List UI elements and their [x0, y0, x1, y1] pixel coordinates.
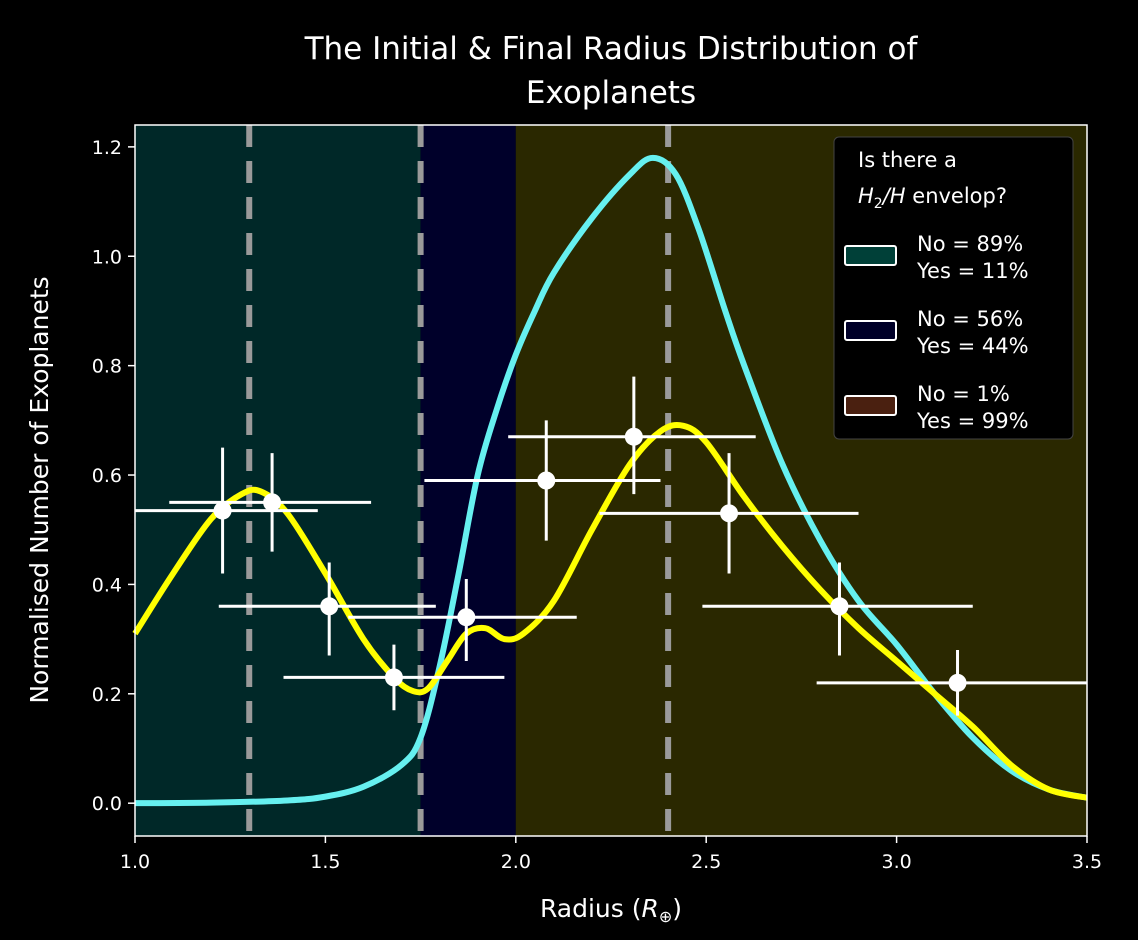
y-tick-label: 0.8 [92, 356, 122, 378]
y-tick-label: 1.0 [92, 246, 122, 268]
data-points [135, 376, 1087, 716]
point-marker [830, 597, 849, 616]
chart-title-line2: Exoplanets [526, 75, 696, 111]
y-tick-label: 1.2 [92, 137, 122, 159]
data-point [816, 650, 1087, 716]
data-point [348, 578, 577, 661]
x-tick-label: 2.5 [691, 851, 721, 873]
point-marker [720, 504, 739, 523]
point-marker [624, 427, 643, 446]
shaded-region-0 [135, 125, 421, 836]
y-tick-label: 0.0 [92, 793, 122, 815]
legend-title-line2: H2/H envelop? [858, 184, 1007, 212]
dashed-lines [246, 125, 672, 836]
legend-entry-line1: No = 1% [917, 382, 1010, 406]
plot-frame [134, 124, 1088, 837]
x-tick-label: 2.0 [501, 851, 531, 873]
data-point [424, 420, 661, 541]
y-axis: 0.0 0.2 0.4 0.6 0.8 1.0 1.2 [92, 137, 135, 815]
legend-entry-line1: No = 56% [917, 307, 1023, 331]
legend-swatch-1 [844, 320, 897, 341]
legend-title-line1: Is there a [858, 148, 957, 172]
legend-entry-line2: Yes = 11% [916, 259, 1029, 283]
legend-swatch-2 [844, 395, 897, 416]
x-tick-label: 3.0 [881, 851, 911, 873]
legend-entry-line2: Yes = 44% [916, 334, 1029, 358]
point-marker [457, 608, 476, 627]
point-marker [213, 501, 232, 520]
y-tick-label: 0.6 [92, 465, 122, 487]
legend-swatch-0 [844, 245, 897, 266]
data-point [702, 562, 973, 656]
point-marker [537, 471, 556, 490]
data-point [283, 644, 505, 711]
data-point [508, 376, 756, 495]
chart-title-line1: The Initial & Final Radius Distribution … [304, 31, 919, 67]
point-marker [948, 673, 967, 692]
data-point [135, 447, 318, 574]
series-line-0 [134, 154, 1088, 807]
series-line-1 [132, 421, 1088, 801]
point-marker [320, 597, 339, 616]
x-tick-label: 3.5 [1072, 851, 1102, 873]
y-tick-label: 0.4 [92, 574, 122, 596]
x-axis: 1.0 1.5 2.0 2.5 3.0 3.5 [120, 836, 1102, 873]
legend-entry-line2: Yes = 99% [916, 409, 1029, 433]
data-point [599, 453, 859, 574]
point-marker [384, 668, 403, 687]
legend-entry-line1: No = 89% [917, 232, 1023, 256]
y-tick-label: 0.2 [92, 684, 122, 706]
series-lines [132, 154, 1088, 807]
x-tick-label: 1.5 [310, 851, 340, 873]
x-tick-label: 1.0 [120, 851, 150, 873]
x-axis-label: Radius (R⊕) [540, 894, 682, 926]
y-axis-label: Normalised Number of Exoplanets [25, 276, 54, 703]
point-marker [263, 493, 282, 512]
data-point [169, 453, 372, 552]
legend-box [833, 136, 1074, 440]
data-point [218, 562, 436, 656]
legend: Is there a H2/H envelop? No = 89% Yes = 1… [833, 136, 1074, 440]
